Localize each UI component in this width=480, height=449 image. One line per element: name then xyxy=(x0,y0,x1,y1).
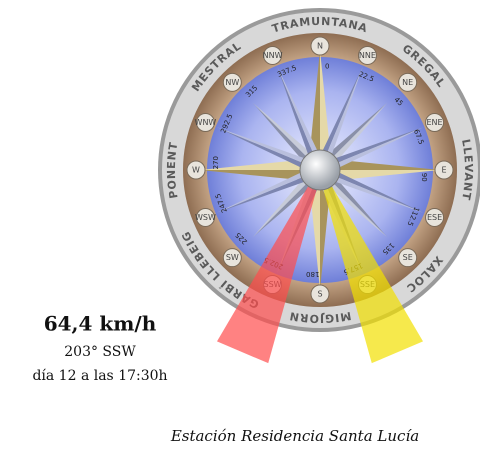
rose-point xyxy=(252,170,325,238)
station: Estación Residencia Santa Lucía xyxy=(170,427,419,445)
rose-point xyxy=(317,127,424,170)
point-badge xyxy=(310,36,330,56)
point-label: WNW xyxy=(195,118,217,127)
point-badge xyxy=(222,248,242,268)
point-badge xyxy=(195,207,215,227)
rose-point xyxy=(315,102,388,170)
rose-point xyxy=(320,165,388,238)
wind-name: LLEVANT xyxy=(459,138,475,202)
point-label: S xyxy=(317,290,322,299)
point-badge xyxy=(425,113,445,133)
point-label: NNE xyxy=(359,51,376,60)
point-badge xyxy=(357,45,377,65)
degree-label: 90 xyxy=(420,173,428,182)
degree-label: 0 xyxy=(325,62,329,70)
rose-point xyxy=(277,66,326,170)
rose-point xyxy=(317,170,424,213)
direction: 203° SSW xyxy=(64,344,136,360)
rose-point xyxy=(252,102,320,175)
time: día 12 a las 17:30h xyxy=(32,368,167,384)
point-badge xyxy=(310,284,330,304)
point-label: WSW xyxy=(195,213,216,222)
rose-point xyxy=(320,66,363,173)
point-label: N xyxy=(317,42,323,51)
wind-name: PONENT xyxy=(165,141,181,200)
hub xyxy=(299,149,341,191)
rose-point xyxy=(320,164,424,213)
degree-label: 180 xyxy=(306,270,319,278)
wind-beam xyxy=(318,169,424,364)
point-badge xyxy=(425,207,445,227)
wind-name: MIGJORN xyxy=(288,309,352,325)
rose-point xyxy=(277,66,320,173)
point-label: W xyxy=(192,166,200,175)
point-badge xyxy=(263,45,283,65)
wind-name-path: PONENT xyxy=(165,141,180,200)
point-label: NNW xyxy=(263,51,283,60)
point-badge xyxy=(186,160,206,180)
point-badge xyxy=(222,72,242,92)
rose-point xyxy=(314,66,363,170)
wind-name-path: LLEVANT xyxy=(459,138,474,202)
point-label: NE xyxy=(402,78,413,87)
wind-beam xyxy=(216,169,322,364)
rose-point xyxy=(320,127,424,176)
degree-label: 270 xyxy=(212,156,220,169)
point-badge xyxy=(195,113,215,133)
rose-point xyxy=(315,170,388,238)
wind-beams xyxy=(216,169,424,364)
rose-point xyxy=(320,102,388,175)
degree-label: 45 xyxy=(393,96,405,108)
point-label: ENE xyxy=(427,118,443,127)
rose-point xyxy=(252,165,320,238)
wind-name-path: MIGJORN xyxy=(288,309,351,325)
point-label: SW xyxy=(226,253,239,262)
point-label: SE xyxy=(403,253,413,262)
point-label: NW xyxy=(225,78,239,87)
point-badge xyxy=(398,72,418,92)
point-label: E xyxy=(441,166,446,175)
rose-point xyxy=(216,127,320,176)
point-badge xyxy=(434,160,454,180)
point-label: ESE xyxy=(427,213,442,222)
point-badge xyxy=(398,248,418,268)
rose-point xyxy=(216,164,320,213)
speed: 64,4 km/h xyxy=(44,312,157,336)
rose-point xyxy=(216,127,323,170)
rose-point xyxy=(252,102,325,170)
rose-point xyxy=(216,170,323,213)
